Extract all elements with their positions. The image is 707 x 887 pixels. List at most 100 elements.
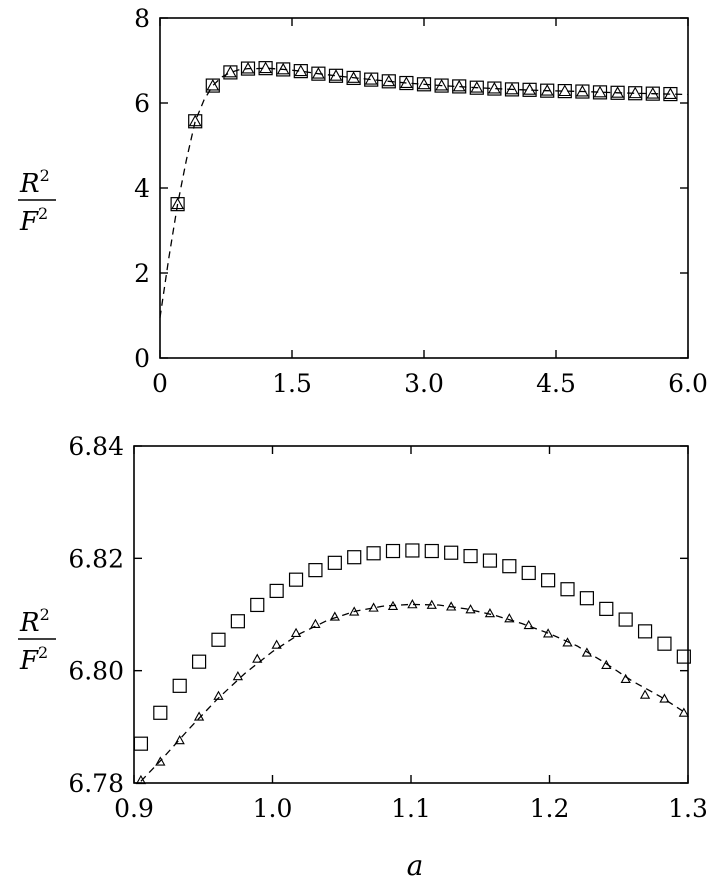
bottom-y-tick-label: 6.78 [68, 769, 124, 798]
top-triangle-marker [523, 83, 537, 95]
bottom-triangle-marker [446, 601, 457, 611]
top-triangle-marker [311, 67, 325, 79]
bottom-y-tick-label: 6.80 [68, 657, 124, 686]
top-y-tick-label: 2 [134, 259, 150, 288]
bottom-square-marker [366, 546, 381, 561]
bottom-triangle-marker [349, 606, 360, 616]
bottom-triangle-marker [174, 734, 185, 745]
top-triangle-marker [329, 69, 343, 81]
bottom-square-marker [230, 614, 245, 629]
bottom-triangle-marker [504, 613, 515, 623]
top-dashed-fit-line [159, 67, 689, 318]
bottom-square-marker [269, 583, 284, 599]
bottom-square-marker [502, 559, 517, 574]
bottom-square-marker [133, 736, 149, 751]
top-triangle-marker [452, 79, 466, 92]
top-triangle-marker [417, 77, 431, 90]
bottom-square-marker [347, 550, 362, 565]
bottom-square-marker [191, 654, 207, 669]
top-panel: 0 1.5 3.0 4.5 6.0 0 2 4 6 8 R2 F2 [18, 4, 707, 398]
top-y-label-numerator: R2 [19, 166, 50, 199]
bottom-square-marker [579, 591, 594, 606]
top-triangle-marker [206, 78, 220, 91]
bottom-square-marker [308, 563, 323, 578]
top-triangle-marker [382, 74, 396, 87]
bottom-x-tick-label: 0.9 [114, 794, 154, 823]
bottom-triangle-marker [290, 627, 302, 637]
bottom-triangle-marker [678, 707, 689, 717]
bottom-tick-layer: 0.9 1.0 1.1 1.2 1.3 6.78 6.80 6.82 6.84 [68, 432, 707, 823]
bottom-square-marker [637, 624, 653, 639]
bottom-triangle-marker [639, 689, 651, 699]
top-triangle-marker [294, 64, 308, 77]
top-marker-layer [170, 61, 678, 212]
bottom-triangle-marker [329, 611, 340, 621]
top-y-tick-label: 8 [134, 4, 150, 33]
bottom-y-tick-label: 6.84 [68, 432, 124, 461]
top-triangle-marker [505, 82, 519, 95]
bottom-triangle-marker [523, 619, 534, 630]
bottom-triangle-marker [193, 711, 205, 721]
bottom-square-marker [463, 548, 478, 564]
bottom-triangle-marker [426, 599, 437, 609]
bottom-triangle-marker [213, 690, 224, 700]
bottom-triangle-marker [407, 599, 418, 609]
top-triangle-marker [540, 84, 554, 96]
top-triangle-marker [171, 197, 185, 210]
bottom-triangle-marker [271, 639, 282, 649]
top-triangle-marker [611, 86, 625, 98]
bottom-triangle-marker [232, 670, 244, 681]
bottom-triangle-marker [368, 602, 379, 612]
bottom-square-marker [444, 545, 459, 560]
bottom-triangle-marker [601, 659, 612, 669]
top-x-tick-label: 1.5 [272, 369, 312, 398]
bottom-square-marker [153, 705, 168, 720]
bottom-square-marker [405, 543, 420, 558]
bottom-fit-line-layer [140, 603, 689, 782]
bottom-square-marker [172, 678, 187, 693]
bottom-square-marker [211, 632, 226, 647]
bottom-y-axis-label: R2 F2 [18, 605, 56, 676]
bottom-x-tick-label: 1.3 [668, 794, 707, 823]
bottom-square-marker [482, 553, 498, 568]
top-y-tick-label: 4 [134, 174, 150, 203]
top-triangle-marker [223, 65, 237, 78]
bottom-marker-layer [133, 543, 691, 785]
top-triangle-marker [364, 72, 378, 85]
bottom-triangle-marker [252, 653, 263, 663]
bottom-square-marker [385, 543, 401, 559]
bottom-plot-frame [133, 445, 689, 784]
top-y-label-denominator: F2 [19, 204, 48, 237]
bottom-square-marker [676, 649, 691, 664]
top-fit-line-layer [159, 67, 689, 318]
bottom-square-marker [424, 543, 439, 559]
top-triangle-marker [347, 71, 361, 83]
top-triangle-marker [628, 86, 642, 99]
bottom-triangle-marker [310, 618, 321, 628]
top-plot-frame [159, 17, 689, 359]
top-triangle-marker [663, 87, 677, 100]
bottom-y-label-numerator: R2 [19, 605, 50, 638]
bottom-square-marker [250, 597, 265, 613]
bottom-x-tick-label: 1.0 [253, 794, 293, 823]
bottom-x-tick-label: 1.2 [530, 794, 570, 823]
top-y-axis-label: R2 F2 [18, 166, 56, 237]
top-x-tick-label: 0 [152, 369, 168, 398]
bottom-triangle-marker [484, 608, 496, 618]
bottom-y-tick-label: 6.82 [68, 544, 124, 573]
bottom-triangle-marker [155, 756, 166, 766]
bottom-square-marker [618, 612, 633, 627]
bottom-y-label-denominator: F2 [19, 643, 48, 676]
bottom-triangle-marker [620, 673, 631, 684]
top-x-tick-label: 6.0 [668, 369, 707, 398]
top-triangle-marker [470, 81, 484, 93]
top-x-tick-label: 4.5 [536, 369, 576, 398]
bottom-x-tick-label: 1.1 [391, 794, 431, 823]
bottom-x-axis-label: a [407, 849, 424, 882]
top-triangle-marker [646, 87, 660, 99]
top-y-tick-label: 6 [134, 89, 150, 118]
bottom-square-marker [541, 573, 556, 588]
bottom-dashed-fit-line [140, 603, 689, 782]
bottom-triangle-marker [562, 637, 573, 647]
